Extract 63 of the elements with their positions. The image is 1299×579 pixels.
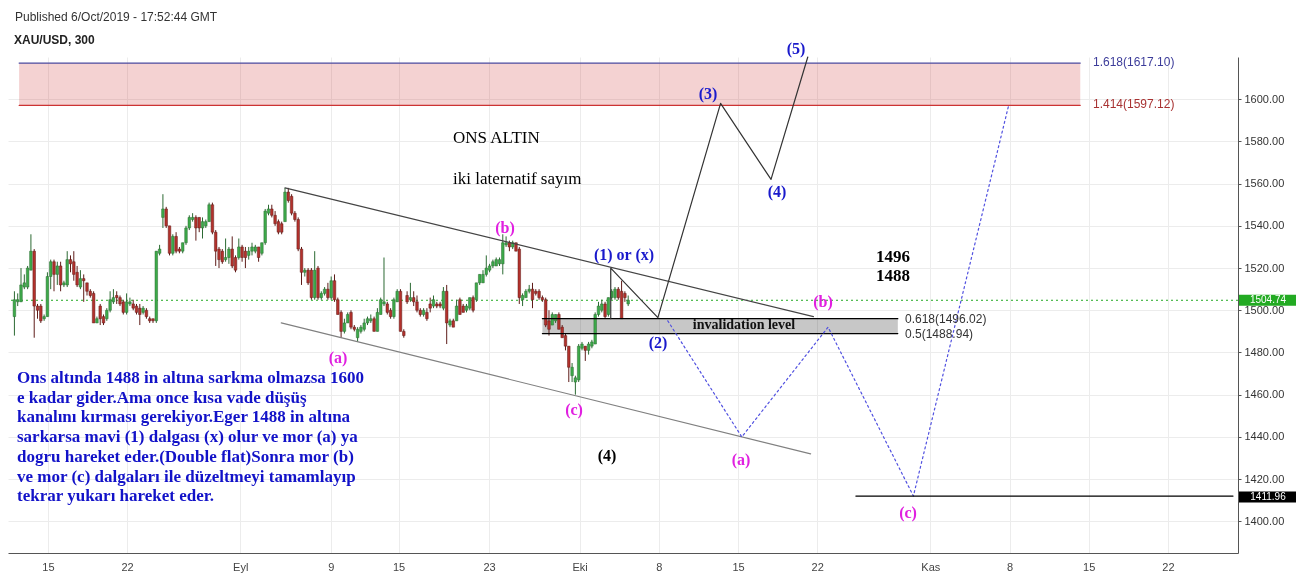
y-tick-label: 1480.00 xyxy=(1244,345,1285,358)
x-tick-label: 22 xyxy=(121,560,134,573)
annotation: (b) xyxy=(813,293,833,311)
x-tick-label: 15 xyxy=(42,560,55,573)
x-tick-label: Eki xyxy=(572,560,588,573)
x-tick-label: 15 xyxy=(732,560,745,573)
candlestick xyxy=(329,276,333,301)
annotation: (c) xyxy=(565,401,583,419)
x-tick-label: 23 xyxy=(483,560,496,573)
text: (5) xyxy=(786,40,806,58)
x-tick-label: 8 xyxy=(1006,560,1014,573)
text: 1411.96 xyxy=(1250,491,1287,502)
candlestick xyxy=(12,290,16,337)
chart-title: XAU/USD, 300 xyxy=(14,33,96,47)
annotation: (4) xyxy=(767,183,787,201)
x-tick-label: 9 xyxy=(328,560,335,573)
annotation: (1) or (x) xyxy=(593,246,655,264)
y-tick-label: 1440.00 xyxy=(1244,430,1285,443)
y-tick-label: 1540.00 xyxy=(1244,219,1285,232)
candlestick xyxy=(570,362,574,383)
annotation: iki laternatif sayım xyxy=(453,169,582,188)
annotation: 1.618(1617.10) xyxy=(1093,55,1175,69)
annotation: (2) xyxy=(648,334,668,352)
y-tick-label: 1400.00 xyxy=(1244,514,1285,527)
candlestick xyxy=(125,292,129,315)
line-series xyxy=(610,56,809,320)
x-tick-label: 15 xyxy=(392,560,406,573)
ref-line-label: 1504.74 xyxy=(1249,294,1287,306)
annotation: (a) xyxy=(328,349,348,367)
candlestick xyxy=(161,193,165,229)
annotation: Ons altında 1488 in altına sarkma olmazsa 1600 e kadar gider.Ama once kısa vade düşüş kanalını kırması gerekiyor.Eger 1488 in altına sarkarsa mavi (1) dalgası (x) olur ve mor (a) ya dogru hareket eder.(Double flat)Sonra mor (b) ve mor (c) dalgaları ile düzeltmeyi tamamlayıp tekrar yukarı hareket eder. xyxy=(17,368,365,506)
line-series xyxy=(667,104,1010,497)
annotation: 0.618(1496.02) xyxy=(905,311,987,326)
y-tick-label: 1600.00 xyxy=(1244,92,1285,105)
y-tick-label: 1580.00 xyxy=(1244,134,1285,147)
y-tick-label: 1420.00 xyxy=(1244,472,1285,485)
x-tick-label: 22 xyxy=(811,560,824,573)
annotation: invalidation level xyxy=(692,317,796,332)
annotation: 1496 xyxy=(876,247,910,266)
text: Published 6/Oct/2019 - 17:52:44 GMT xyxy=(15,10,218,24)
x-tick-label: 22 xyxy=(1162,560,1175,573)
annotation: 1488 xyxy=(876,266,910,285)
annotation: ONS ALTIN xyxy=(453,128,540,147)
x-tick-label: Kas xyxy=(921,560,941,573)
candlestick xyxy=(78,269,82,290)
x-tick-label: 15 xyxy=(1083,560,1096,573)
candlestick xyxy=(405,290,409,305)
x-tick-label: 8 xyxy=(656,560,663,573)
annotation: (3) xyxy=(698,85,718,103)
y-tick-label: 1460.00 xyxy=(1244,388,1285,401)
annotation: (b) xyxy=(495,219,515,237)
annotation: 1.414(1597.12) xyxy=(1093,96,1175,111)
candlestick xyxy=(52,259,56,292)
x-tick-label: Eyl xyxy=(233,560,249,573)
annotation: (c) xyxy=(899,504,917,522)
candlestick xyxy=(408,282,412,303)
y-tick-label: 1560.00 xyxy=(1244,177,1285,190)
y-tick-label: 1500.00 xyxy=(1244,303,1285,316)
candlestick xyxy=(55,261,59,286)
annotation: (a) xyxy=(731,451,751,469)
y-tick-label: 1520.00 xyxy=(1244,261,1285,274)
annotation: 0.5(1488.94) xyxy=(905,327,974,341)
annotation: (4) xyxy=(597,447,617,465)
